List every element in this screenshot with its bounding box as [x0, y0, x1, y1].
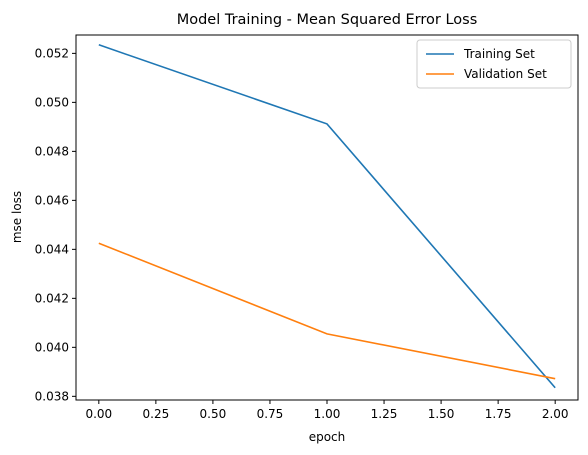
y-tick-label: 0.046: [35, 193, 69, 207]
legend-box: [416, 39, 572, 89]
x-axis-label: epoch: [309, 430, 346, 444]
x-tick-label: 1.00: [314, 407, 341, 421]
y-tick-label: 0.040: [35, 340, 69, 354]
y-tick-label: 0.038: [35, 389, 69, 403]
axis-ticks: 0.00 0.25 0.50 0.75 1.00 1.25 1.50 1.75 2.00 0.03…: [35, 46, 569, 421]
x-tick-label: 0.75: [257, 407, 284, 421]
x-tick-label: 1.25: [371, 407, 398, 421]
plot-frame: [75, 34, 579, 401]
x-tick-label: 0.50: [200, 407, 227, 421]
y-tick-label: 0.052: [35, 46, 69, 60]
y-tick-label: 0.048: [35, 144, 69, 158]
y-axis-label: mse loss: [10, 191, 24, 243]
legend-entry-label: Validation Set: [464, 67, 547, 81]
x-tick-label: 0.00: [85, 407, 112, 421]
y-tick-label: 0.042: [35, 291, 69, 305]
series-line-validation: [98, 242, 556, 380]
x-tick-label: 1.50: [428, 407, 455, 421]
series-line-training: [98, 44, 556, 389]
x-tick-label: 2.00: [542, 407, 569, 421]
chart-title: Model Training - Mean Squared Error Loss: [177, 12, 478, 28]
y-tick-label: 0.044: [35, 242, 69, 256]
series-lines: [98, 44, 556, 389]
legend-entry-label: Training Set: [463, 47, 535, 61]
legend: Training Set Validation Set: [416, 39, 572, 89]
x-tick-label: 0.25: [143, 407, 170, 421]
x-tick-label: 1.75: [485, 407, 512, 421]
y-tick-label: 0.050: [35, 95, 69, 109]
